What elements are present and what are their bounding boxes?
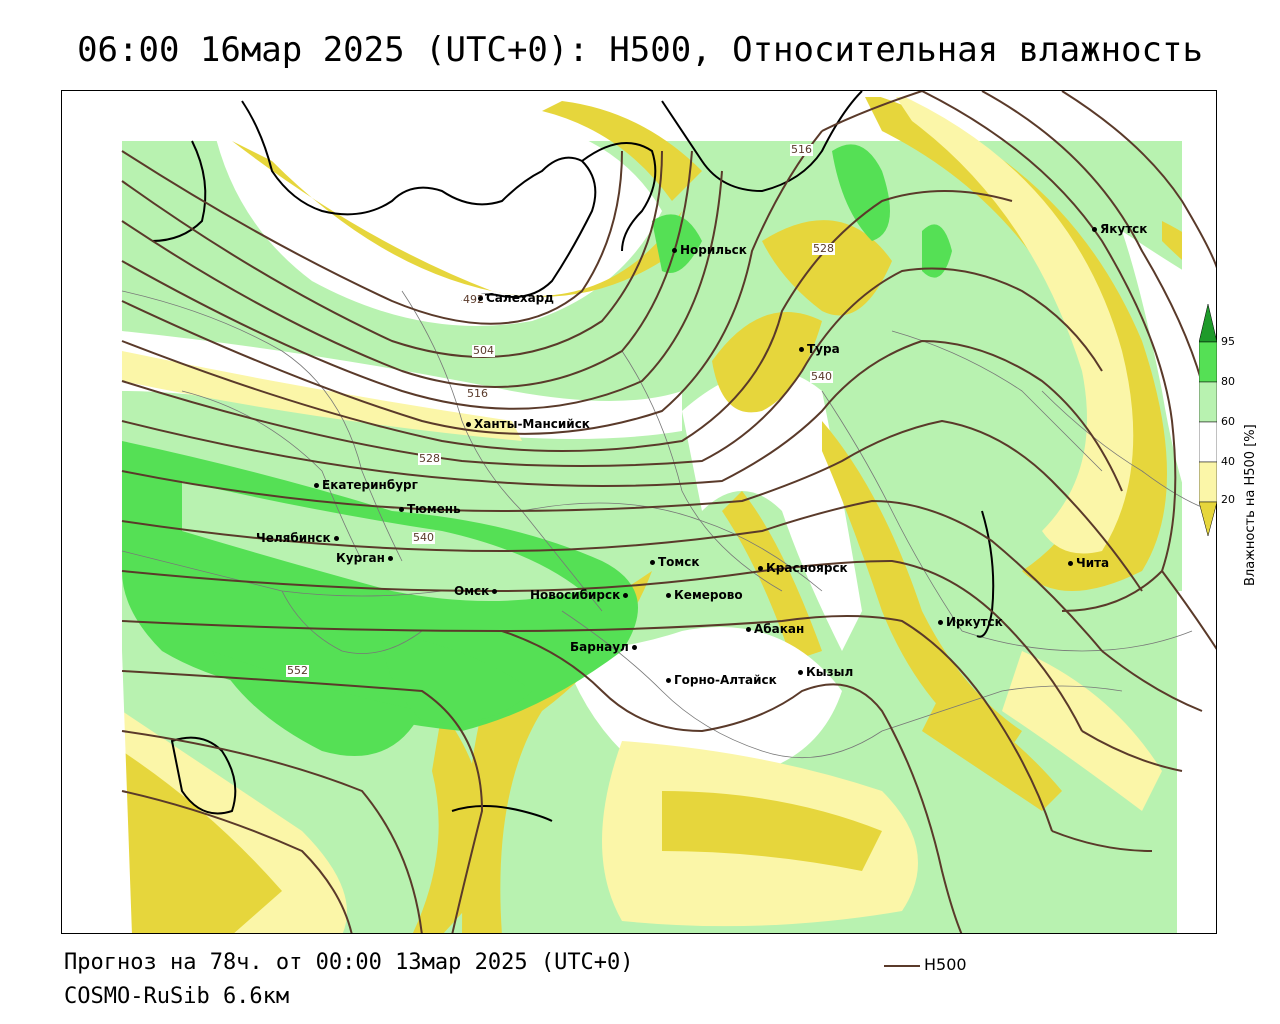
map-canvas bbox=[62, 91, 1216, 933]
city-dot-icon bbox=[666, 678, 671, 683]
city-kyzyl: Кызыл bbox=[798, 665, 853, 679]
city-omsk: Омск bbox=[454, 584, 498, 598]
city-dot-icon bbox=[1068, 561, 1073, 566]
city-yakutsk: Якутск bbox=[1092, 222, 1147, 236]
city-dot-icon bbox=[623, 593, 629, 598]
line-swatch-icon bbox=[884, 964, 920, 967]
coastlines bbox=[151, 91, 995, 822]
city-dot-icon bbox=[399, 507, 404, 512]
colorbar-tick: 80 bbox=[1221, 375, 1235, 388]
city-tura: Тура bbox=[799, 342, 840, 356]
h500-isolines bbox=[121, 91, 1216, 933]
isoline-label: 504 bbox=[472, 344, 495, 357]
city-abakan: Абакан bbox=[746, 622, 804, 636]
colorbar-tick: 20 bbox=[1221, 493, 1235, 506]
city-dot-icon bbox=[1092, 227, 1097, 232]
city-dot-icon bbox=[758, 566, 763, 571]
city-barnaul: Барнаул bbox=[570, 640, 637, 654]
isoline-label: 552 bbox=[286, 664, 309, 677]
city-dot-icon bbox=[314, 483, 319, 488]
city-gorno-altaysk: Горно-Алтайск bbox=[666, 673, 777, 687]
city-chita: Чита bbox=[1068, 556, 1109, 570]
humidity-colorbar bbox=[1199, 300, 1217, 540]
city-kemerovo: Кемерово bbox=[666, 588, 743, 602]
forecast-info: Прогноз на 78ч. от 00:00 13мар 2025 (UTC… bbox=[64, 950, 634, 975]
city-dot-icon bbox=[799, 347, 804, 352]
city-norilsk: Норильск bbox=[672, 243, 747, 257]
city-dot-icon bbox=[672, 248, 677, 253]
isoline-label: 540 bbox=[810, 370, 833, 383]
map-title: 06:00 16мар 2025 (UTC+0): H500, Относите… bbox=[77, 30, 1203, 70]
city-irkutsk: Иркутск bbox=[938, 615, 1003, 629]
isoline-label: 516 bbox=[790, 143, 813, 156]
isoline-label: 516 bbox=[466, 387, 489, 400]
colorbar-tick: 40 bbox=[1221, 455, 1235, 468]
city-dot-icon bbox=[387, 556, 393, 561]
city-dot-icon bbox=[746, 627, 751, 632]
city-kurgan: Курган bbox=[336, 551, 393, 565]
isoline-label: 540 bbox=[412, 531, 435, 544]
city-salekhard: Салехард bbox=[478, 291, 554, 305]
city-tomsk: Томск bbox=[650, 555, 700, 569]
city-dot-icon bbox=[478, 296, 483, 301]
city-khanty-mansiysk: Ханты-Мансийск bbox=[466, 417, 590, 431]
city-novosibirsk: Новосибирск bbox=[530, 588, 629, 602]
city-dot-icon bbox=[650, 560, 655, 565]
city-chelyabinsk: Челябинск bbox=[256, 531, 339, 545]
city-tyumen: Тюмень bbox=[399, 502, 461, 516]
city-krasnoyarsk: Красноярск bbox=[758, 561, 848, 575]
model-info: COSMO-RuSib 6.6км bbox=[64, 984, 290, 1009]
city-dot-icon bbox=[798, 670, 803, 675]
city-dot-icon bbox=[466, 422, 471, 427]
colorbar-tick: 60 bbox=[1221, 415, 1235, 428]
city-dot-icon bbox=[492, 589, 498, 594]
weather-map: 492 504 516 528 540 552 516 528 540 Нори… bbox=[61, 90, 1217, 934]
city-dot-icon bbox=[666, 593, 671, 598]
humidity-field bbox=[62, 91, 1216, 933]
admin-borders bbox=[121, 290, 1213, 759]
city-dot-icon bbox=[938, 620, 943, 625]
colorbar-tick: 95 bbox=[1221, 335, 1235, 348]
city-dot-icon bbox=[631, 645, 637, 650]
city-dot-icon bbox=[333, 536, 339, 541]
colorbar-title: Влажность на H500 [%] bbox=[1243, 424, 1258, 586]
h500-line-legend: H500 bbox=[884, 955, 967, 974]
isoline-label: 528 bbox=[812, 242, 835, 255]
isoline-label: 528 bbox=[418, 452, 441, 465]
city-yekaterinburg: Екатеринбург bbox=[314, 478, 418, 492]
colorbar-graphic bbox=[1199, 303, 1217, 537]
